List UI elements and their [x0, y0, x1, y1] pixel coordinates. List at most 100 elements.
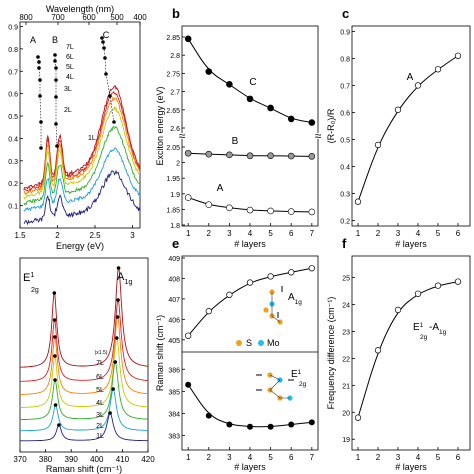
panel-a-peak-marker [38, 78, 42, 82]
panel-e-series-label-E2g: E1 [291, 369, 302, 381]
panel-d-peak-marker [114, 336, 119, 340]
panel-b-point-A [267, 207, 274, 215]
panel-c-y-tick-label: 0.7 [340, 83, 350, 90]
panel-d-peak-marker [108, 411, 112, 415]
panel-b-point-A [246, 206, 254, 214]
panel-d-peak-marker [113, 360, 118, 364]
panel-f-point [454, 278, 462, 285]
panel-b-point-A [226, 204, 233, 212]
panel-c-y-label: (R-R₀)/R [326, 108, 336, 143]
panel-d-series-label: 7L [96, 360, 104, 367]
panel-b-y-tick-label: 2.65 [166, 108, 180, 115]
panel-b-point-C [205, 68, 213, 75]
panel-d-spectrum-6L [20, 298, 149, 382]
panel-b-point-A [205, 201, 213, 209]
panel-d-peak-marker [57, 423, 61, 427]
panel-b-y-tick-label: 1.95 [166, 176, 180, 183]
panel-b-point-B [287, 152, 295, 160]
panel-d-frame [19, 257, 149, 453]
panel-a-peak-marker [103, 56, 107, 60]
panel-b-point-B [246, 152, 254, 160]
panel-c-frame [351, 25, 471, 227]
panel-d-series-label: 5L [96, 387, 104, 394]
panel-e-x-tick-label: 7 [310, 453, 315, 462]
panel-b-y-tick-label: 2.6 [170, 126, 180, 133]
panel-f-point [414, 290, 422, 297]
panel-a-spectrum-4L [23, 105, 140, 200]
panel-b-y-tick-label: 2.85 [166, 35, 180, 42]
panel-d-x-label: Raman shift (cm⁻¹) [46, 464, 122, 474]
panel-f-point [434, 282, 442, 289]
panel-d-spectrum-2L [20, 388, 149, 432]
panel-e-fit-E2g [187, 384, 312, 428]
panel-b-point-C [308, 119, 316, 126]
panel-d-x-tick-label: 400 [90, 455, 104, 464]
panel-b-fit-A [188, 197, 312, 213]
panel-a-x-tick-label: 2 [55, 231, 60, 240]
panel-e-y-tick-label: 384 [168, 411, 180, 418]
panel-c-x-tick-label: 5 [436, 229, 441, 238]
panel-a-top-tick-label: 500 [110, 13, 124, 22]
panel-e-legend-Mo: Mo [267, 338, 280, 348]
panel-c-x-tick-label: 3 [396, 229, 401, 238]
panel-e-point-E2g [288, 421, 295, 428]
panel-a-spectrum-1L [23, 169, 141, 226]
panel-d-peak-label-E-sub: 2g [31, 287, 39, 294]
panel-f-x-tick-label: 6 [456, 453, 461, 462]
panel-f-letter: f [342, 236, 347, 251]
panel-a-top-tick-label: 800 [19, 13, 33, 22]
panel-a-top-tick-label: 600 [82, 13, 96, 22]
panel-b-y-label: Exciton energy (eV) [155, 86, 165, 165]
panel-b-point-A [184, 194, 192, 201]
panel-e-point-E2g [247, 423, 253, 430]
panel-b-point-C [246, 95, 254, 103]
panel-b-point-C [184, 35, 192, 43]
panel-e-point-A1g [246, 279, 254, 286]
panel-b-point-A [308, 208, 316, 216]
panel-a-y-tick-label: 0.1 [8, 204, 18, 211]
panel-e-y-tick-label: 405 [168, 338, 180, 345]
panel-f-x-label: # layers [395, 462, 427, 472]
panel-e-letter: e [172, 236, 179, 251]
panel-e-point-A1g [308, 265, 315, 272]
panel-d-spectrum-4L [20, 336, 148, 408]
panel-b-x-tick-label: 3 [227, 229, 232, 238]
panel-f-y-tick-label: 22 [342, 356, 350, 363]
panel-a-y-tick-label: 0.9 [8, 24, 18, 31]
panel-a-peak-trace [101, 37, 115, 123]
panel-e-point-E2g [226, 421, 233, 428]
panel-b-point-C [226, 81, 233, 88]
panel-d-peak-marker [53, 378, 57, 382]
panel-d-peak-marker [116, 298, 120, 302]
panel-f-y-tick-label: 24 [342, 303, 350, 310]
panel-d-peak-label-E: E1 [23, 271, 34, 284]
panel-d-peak-marker [116, 266, 121, 270]
panel-e-point-A1g [288, 269, 295, 276]
panel-e-series-label-E2g-sub: 2g [299, 381, 307, 388]
panel-b-x-label: # layers [234, 239, 266, 249]
panel-a-series-label: 3L [64, 86, 72, 93]
panel-a-y-tick-label: 0.5 [8, 114, 18, 121]
panel-c-x-label: # layers [395, 239, 427, 249]
panel-a-spectrum-2L [23, 147, 141, 212]
panel-a-top-tick-label: 400 [133, 13, 147, 22]
panel-b-series-label-A: A [217, 183, 224, 194]
panel-e-x-tick-label: 6 [289, 453, 294, 462]
panel-d-x-tick-label: 420 [141, 455, 155, 464]
panel-e-molecule-bond [271, 292, 281, 323]
panel-b-y-tick-label: 1.85 [166, 207, 180, 214]
panel-a-peak-label: A [30, 35, 36, 45]
panel-a-y-tick-label: 0.6 [8, 92, 18, 99]
panel-a-series-label: 7L [66, 44, 74, 51]
panel-e-point-A1g [185, 332, 192, 339]
panel-c-y-tick-label: 0.3 [340, 192, 350, 199]
panel-e-x-tick-label: 5 [268, 453, 273, 462]
panel-f-point [354, 414, 362, 421]
panel-f-annotation-E: E1 [413, 322, 424, 334]
panel-e-x-tick-label: 4 [248, 453, 253, 462]
panel-a-peak-marker [39, 120, 43, 124]
panel-a-y-tick-label: 0.3 [8, 159, 18, 166]
panel-f-y-tick-label: 25 [342, 276, 350, 283]
panel-a-y-tick-label: 0.7 [8, 69, 18, 76]
